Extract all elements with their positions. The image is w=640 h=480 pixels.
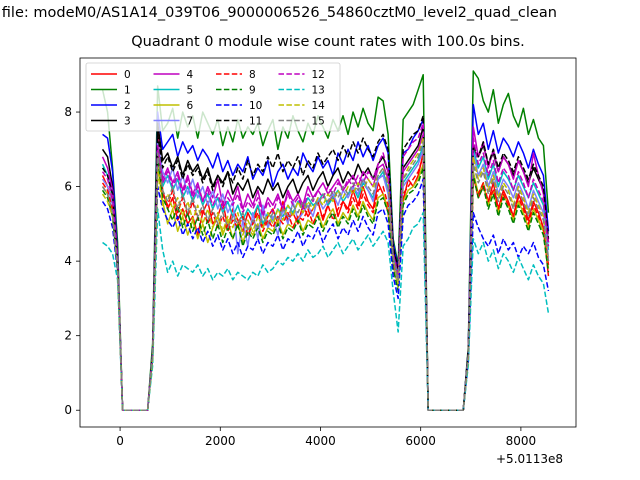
legend-label-5: 5 xyxy=(187,85,194,97)
legend-label-2: 2 xyxy=(124,100,131,112)
legend-label-6: 6 xyxy=(187,100,194,112)
y-tick-label: 8 xyxy=(64,105,72,119)
series-line-15 xyxy=(101,141,550,411)
legend-label-9: 9 xyxy=(249,85,256,97)
chart-title: Quadrant 0 module wise count rates with … xyxy=(131,34,525,50)
series-line-11 xyxy=(101,115,550,411)
legend-label-4: 4 xyxy=(187,69,194,81)
y-tick-label: 2 xyxy=(64,329,72,343)
legend-label-8: 8 xyxy=(249,69,256,81)
legend-label-7: 7 xyxy=(187,116,194,128)
axes-frame xyxy=(79,57,577,428)
series-line-10 xyxy=(101,178,550,411)
x-tick-label: 2000 xyxy=(205,434,236,448)
legend-label-11: 11 xyxy=(249,116,262,128)
series-group xyxy=(101,70,550,411)
series-line-14 xyxy=(101,137,550,411)
legend-box xyxy=(85,62,341,132)
series-line-2 xyxy=(102,103,550,411)
legend-label-15: 15 xyxy=(312,116,325,128)
file-title-text: n file: modeM0/AS1A14_039T06_9000006526_… xyxy=(0,5,557,21)
series-line-6 xyxy=(101,163,550,411)
legend-label-3: 3 xyxy=(124,116,131,128)
x-tick-label: 8000 xyxy=(506,434,537,448)
series-line-1 xyxy=(101,70,550,411)
file-title: n file: modeM0/AS1A14_039T06_9000006526_… xyxy=(0,5,640,27)
series-line-7 xyxy=(101,141,550,411)
x-tick-label: 6000 xyxy=(405,434,436,448)
y-tick-label: 0 xyxy=(64,403,72,417)
y-tick-label: 6 xyxy=(64,180,72,194)
legend-label-12: 12 xyxy=(312,69,325,81)
legend-label-10: 10 xyxy=(249,100,262,112)
legend-label-14: 14 xyxy=(312,100,326,112)
legend-label-0: 0 xyxy=(124,69,131,81)
y-tick-label: 4 xyxy=(64,254,72,268)
series-line-4 xyxy=(101,126,550,411)
x-tick-label: 4000 xyxy=(305,434,336,448)
x-offset-label: +5.0113e8 xyxy=(496,452,564,466)
series-line-13 xyxy=(102,208,550,411)
legend-label-1: 1 xyxy=(124,85,131,97)
legend-label-13: 13 xyxy=(312,85,325,97)
x-tick-label: 0 xyxy=(116,434,124,448)
